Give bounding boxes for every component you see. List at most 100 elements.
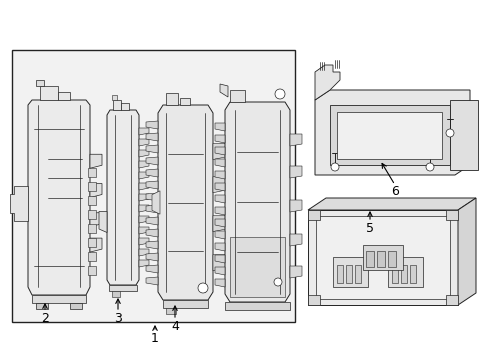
Bar bbox=[32, 295, 86, 303]
Bar bbox=[387, 251, 395, 267]
Bar bbox=[40, 86, 58, 100]
Polygon shape bbox=[139, 249, 149, 256]
Text: 5: 5 bbox=[365, 222, 373, 235]
Bar bbox=[163, 300, 207, 308]
Polygon shape bbox=[215, 243, 224, 251]
Polygon shape bbox=[215, 195, 224, 203]
Polygon shape bbox=[215, 183, 224, 191]
Bar bbox=[88, 182, 96, 191]
Bar bbox=[229, 90, 244, 102]
Bar bbox=[180, 98, 190, 105]
Polygon shape bbox=[99, 212, 107, 233]
Bar bbox=[12, 50, 294, 322]
Polygon shape bbox=[289, 200, 302, 212]
Polygon shape bbox=[213, 177, 226, 193]
Polygon shape bbox=[314, 65, 339, 100]
Bar bbox=[88, 252, 96, 261]
Polygon shape bbox=[457, 198, 475, 305]
Polygon shape bbox=[307, 210, 457, 305]
Bar bbox=[329, 105, 449, 165]
Polygon shape bbox=[146, 121, 158, 129]
Polygon shape bbox=[146, 229, 158, 237]
Polygon shape bbox=[215, 231, 224, 239]
Bar bbox=[332, 257, 367, 287]
Bar bbox=[88, 238, 96, 247]
Polygon shape bbox=[146, 277, 158, 285]
Polygon shape bbox=[289, 266, 302, 278]
Polygon shape bbox=[215, 171, 224, 179]
Polygon shape bbox=[215, 207, 224, 215]
Polygon shape bbox=[139, 183, 149, 190]
Polygon shape bbox=[28, 100, 90, 295]
Circle shape bbox=[330, 163, 338, 171]
Polygon shape bbox=[139, 216, 149, 223]
Bar bbox=[36, 80, 44, 86]
Polygon shape bbox=[146, 205, 158, 213]
Polygon shape bbox=[220, 84, 227, 97]
Bar bbox=[409, 265, 415, 283]
Text: 4: 4 bbox=[171, 320, 179, 333]
Polygon shape bbox=[213, 216, 226, 232]
Polygon shape bbox=[215, 255, 224, 263]
Bar bbox=[346, 265, 351, 283]
Polygon shape bbox=[289, 134, 302, 146]
Polygon shape bbox=[152, 191, 160, 214]
Text: 3: 3 bbox=[114, 312, 122, 325]
Polygon shape bbox=[158, 105, 213, 300]
Bar bbox=[307, 210, 319, 220]
Bar bbox=[336, 265, 342, 283]
Polygon shape bbox=[146, 133, 158, 141]
Polygon shape bbox=[139, 161, 149, 168]
Bar bbox=[36, 303, 48, 309]
Polygon shape bbox=[139, 260, 149, 267]
Polygon shape bbox=[107, 110, 139, 285]
Polygon shape bbox=[213, 144, 226, 159]
Polygon shape bbox=[215, 123, 224, 131]
Bar bbox=[336, 112, 441, 159]
Bar bbox=[445, 295, 457, 305]
Polygon shape bbox=[146, 157, 158, 165]
Polygon shape bbox=[139, 227, 149, 234]
Bar bbox=[165, 308, 176, 314]
Polygon shape bbox=[146, 241, 158, 249]
Bar bbox=[315, 216, 449, 299]
Bar bbox=[376, 251, 384, 267]
Polygon shape bbox=[307, 198, 475, 210]
Bar bbox=[387, 257, 422, 287]
Polygon shape bbox=[139, 128, 149, 135]
Bar bbox=[365, 251, 373, 267]
Bar bbox=[456, 149, 470, 165]
Polygon shape bbox=[224, 102, 289, 302]
Bar bbox=[391, 265, 397, 283]
Bar bbox=[113, 100, 121, 110]
Polygon shape bbox=[215, 219, 224, 227]
Polygon shape bbox=[139, 139, 149, 146]
Polygon shape bbox=[139, 194, 149, 201]
Polygon shape bbox=[314, 90, 469, 175]
Bar bbox=[58, 92, 70, 100]
Bar bbox=[112, 291, 120, 297]
Polygon shape bbox=[146, 265, 158, 273]
Bar bbox=[229, 237, 285, 297]
Polygon shape bbox=[215, 159, 224, 167]
Polygon shape bbox=[213, 255, 226, 271]
Polygon shape bbox=[139, 172, 149, 179]
Circle shape bbox=[274, 89, 285, 99]
Bar bbox=[88, 210, 96, 219]
Bar bbox=[224, 302, 289, 310]
Polygon shape bbox=[139, 238, 149, 245]
Bar bbox=[88, 266, 96, 275]
Bar bbox=[88, 196, 96, 205]
Bar bbox=[165, 93, 178, 105]
Circle shape bbox=[445, 129, 453, 137]
Bar bbox=[88, 168, 96, 177]
Bar bbox=[109, 285, 137, 291]
Bar bbox=[354, 265, 360, 283]
Polygon shape bbox=[10, 186, 28, 221]
Circle shape bbox=[425, 163, 433, 171]
Text: 2: 2 bbox=[41, 312, 49, 325]
Polygon shape bbox=[289, 234, 302, 246]
Polygon shape bbox=[146, 253, 158, 261]
Bar bbox=[362, 245, 402, 270]
Bar bbox=[307, 295, 319, 305]
